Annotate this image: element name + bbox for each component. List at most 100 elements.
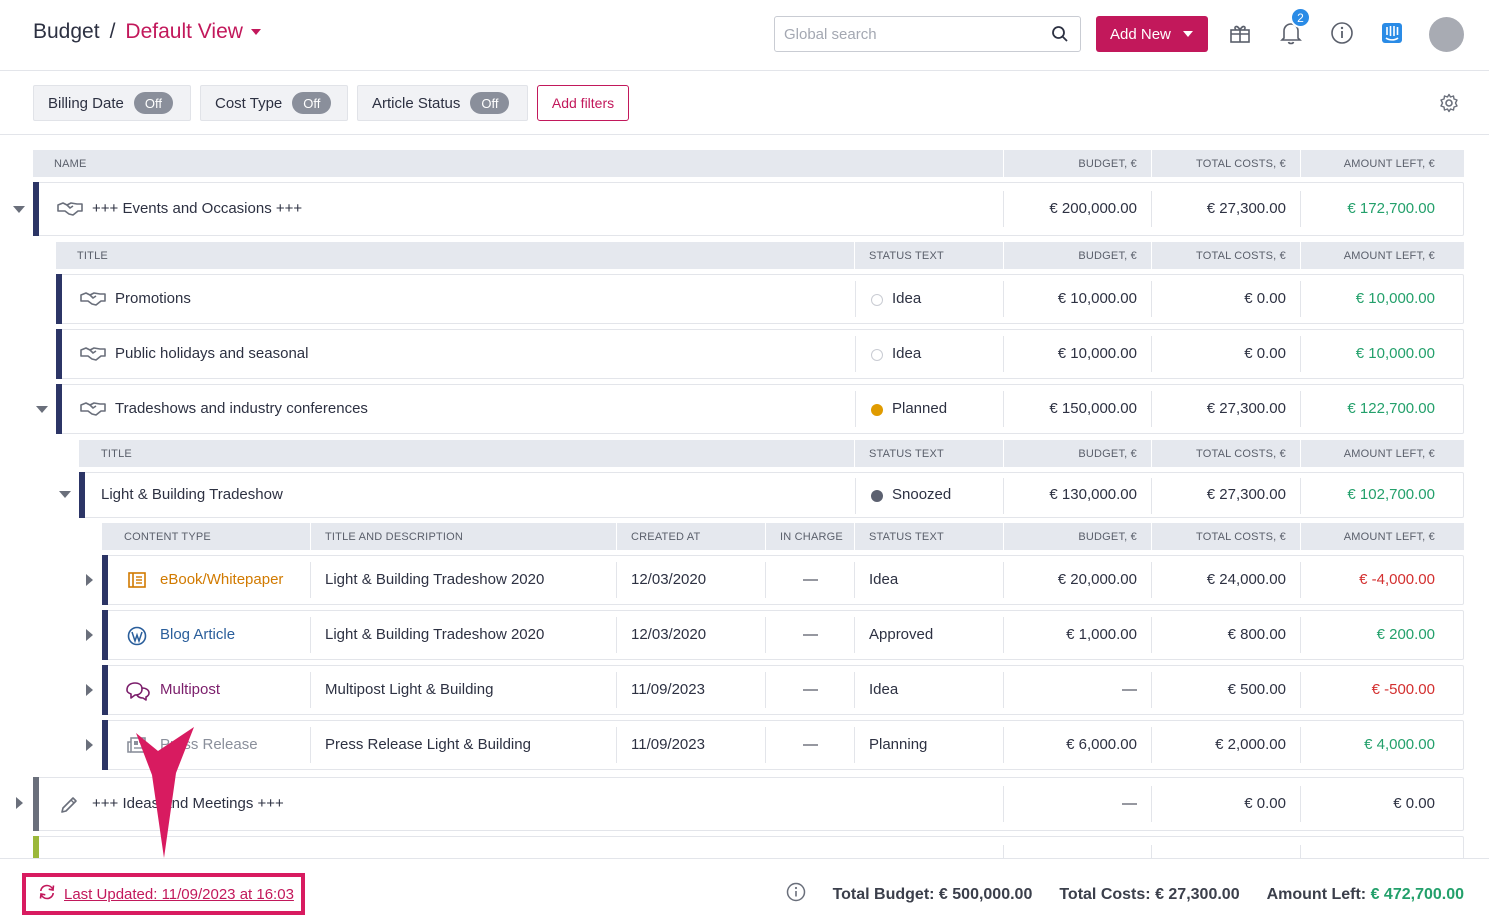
col-title-description[interactable]: TITLE AND DESCRIPTION: [325, 531, 464, 543]
col-amount-left[interactable]: AMOUNT LEFT, €: [1343, 250, 1435, 262]
status-dot: [871, 349, 883, 361]
search-icon[interactable]: [1051, 25, 1069, 48]
top-header: Budget / Default View Add New 2: [0, 0, 1489, 71]
col-name[interactable]: NAME: [54, 158, 87, 170]
last-updated-button[interactable]: Last Updated: 11/09/2023 at 16:03: [22, 873, 305, 915]
amount-left: Amount Left: € 472,700.00: [1267, 886, 1464, 904]
table-row-content[interactable]: eBook/Whitepaper Light & Building Trades…: [102, 555, 1464, 605]
col-amount-left[interactable]: AMOUNT LEFT, €: [1343, 531, 1435, 543]
content-title: Light & Building Tradeshow 2020: [325, 626, 545, 643]
in-charge: —: [803, 571, 818, 588]
collapse-toggle[interactable]: [13, 206, 25, 213]
col-total-costs[interactable]: TOTAL COSTS, €: [1195, 158, 1286, 170]
add-new-button[interactable]: Add New: [1096, 16, 1208, 52]
amount-left-value: € 102,700.00: [1347, 486, 1435, 503]
add-filters-button[interactable]: Add filters: [537, 85, 629, 121]
col-total-costs[interactable]: TOTAL COSTS, €: [1195, 531, 1286, 543]
table-row-subcampaign[interactable]: Light & Building Tradeshow Snoozed € 130…: [79, 472, 1464, 518]
campaign-title: Promotions: [115, 290, 191, 307]
amount-left-value: € 10,000.00: [1355, 290, 1435, 307]
expand-toggle[interactable]: [86, 684, 93, 696]
chat-bubbles-icon: [125, 681, 151, 705]
col-total-costs[interactable]: TOTAL COSTS, €: [1195, 250, 1286, 262]
table-row-campaign[interactable]: Tradeshows and industry conferences Plan…: [56, 384, 1464, 434]
table-row-campaign[interactable]: Promotions Idea € 10,000.00 € 0.00 € 10,…: [56, 274, 1464, 324]
col-amount-left[interactable]: AMOUNT LEFT, €: [1343, 158, 1435, 170]
gift-icon[interactable]: [1227, 20, 1253, 46]
col-budget[interactable]: BUDGET, €: [1078, 158, 1137, 170]
last-updated-text: Last Updated: 11/09/2023 at 16:03: [64, 885, 294, 903]
col-total-costs[interactable]: TOTAL COSTS, €: [1195, 448, 1286, 460]
col-budget[interactable]: BUDGET, €: [1078, 448, 1137, 460]
filter-bar: Billing Date Off Cost Type Off Article S…: [0, 71, 1489, 135]
search-input[interactable]: [775, 17, 1035, 51]
amount-left-value: € 4,000.00: [1364, 736, 1435, 753]
col-title[interactable]: TITLE: [101, 448, 132, 460]
col-status[interactable]: STATUS TEXT: [869, 531, 944, 543]
add-new-label: Add New: [1110, 25, 1171, 43]
table-row-content[interactable]: Press Release Press Release Light & Buil…: [102, 720, 1464, 770]
total-costs-value: € 0.00: [1244, 795, 1286, 812]
total-costs: Total Costs: € 27,300.00: [1059, 886, 1239, 904]
content-title: Press Release Light & Building: [325, 736, 531, 753]
status-text: Snoozed: [892, 486, 952, 503]
chevron-down-icon[interactable]: [250, 29, 261, 35]
filter-toggle[interactable]: Off: [133, 92, 173, 114]
breadcrumb-root[interactable]: Budget: [33, 20, 100, 43]
campaign-title: Tradeshows and industry conferences: [115, 400, 368, 417]
created-at: 11/09/2023: [631, 736, 705, 753]
col-budget[interactable]: BUDGET, €: [1078, 250, 1137, 262]
filter-chip-cost-type[interactable]: Cost Type Off: [200, 85, 348, 121]
content-type-link[interactable]: eBook/Whitepaper: [160, 571, 284, 588]
gear-icon[interactable]: [1439, 93, 1459, 118]
table-row-group[interactable]: [33, 836, 1464, 858]
info-icon[interactable]: [786, 882, 806, 907]
table-subheader: TITLE STATUS TEXT BUDGET, € TOTAL COSTS,…: [79, 440, 1464, 467]
budget-value: € 1,000.00: [1066, 626, 1137, 643]
filter-chip-article-status[interactable]: Article Status Off: [357, 85, 528, 121]
info-icon[interactable]: [1329, 20, 1355, 46]
table-row-group[interactable]: +++ Events and Occasions +++ € 200,000.0…: [33, 182, 1464, 236]
annotation-arrow-icon: [136, 727, 194, 858]
total-budget: Total Budget: € 500,000.00: [833, 886, 1033, 904]
total-costs-value: € 2,000.00: [1215, 736, 1286, 753]
content-type-link[interactable]: Blog Article: [160, 626, 236, 643]
ebook-icon: [127, 571, 147, 593]
col-status[interactable]: STATUS TEXT: [869, 250, 944, 262]
table-row-content[interactable]: Multipost Multipost Light & Building 11/…: [102, 665, 1464, 715]
total-costs-value: € 500.00: [1227, 681, 1286, 698]
collapse-toggle[interactable]: [59, 491, 71, 498]
view-selector[interactable]: Default View: [125, 20, 243, 43]
expand-toggle[interactable]: [86, 629, 93, 641]
col-title[interactable]: TITLE: [77, 250, 108, 262]
expand-toggle[interactable]: [86, 574, 93, 586]
content-type-link[interactable]: Multipost: [160, 681, 221, 698]
col-amount-left[interactable]: AMOUNT LEFT, €: [1343, 448, 1435, 460]
total-costs-value: € 0.00: [1244, 290, 1286, 307]
table-header: NAME BUDGET, € TOTAL COSTS, € AMOUNT LEF…: [33, 150, 1464, 177]
table-row-group[interactable]: +++ Ideas and Meetings +++ — € 0.00 € 0.…: [33, 777, 1464, 831]
handshake-icon: [57, 200, 83, 222]
amount-left-value: € 172,700.00: [1347, 200, 1435, 217]
col-created-at[interactable]: CREATED AT: [631, 531, 701, 543]
filter-toggle[interactable]: Off: [292, 92, 332, 114]
intercom-icon[interactable]: [1379, 20, 1405, 46]
amount-left-value: € 122,700.00: [1347, 400, 1435, 417]
status-text: Idea: [892, 290, 922, 307]
col-status[interactable]: STATUS TEXT: [869, 448, 944, 460]
table-row-campaign[interactable]: Public holidays and seasonal Idea € 10,0…: [56, 329, 1464, 379]
col-budget[interactable]: BUDGET, €: [1078, 531, 1137, 543]
expand-toggle[interactable]: [86, 739, 93, 751]
status-text: Planned: [892, 400, 948, 417]
table-row-content[interactable]: Blog Article Light & Building Tradeshow …: [102, 610, 1464, 660]
expand-toggle[interactable]: [16, 797, 23, 809]
col-in-charge[interactable]: IN CHARGE: [780, 531, 843, 543]
filter-toggle[interactable]: Off: [470, 92, 510, 114]
col-content-type[interactable]: CONTENT TYPE: [124, 531, 211, 543]
created-at: 12/03/2020: [631, 571, 707, 588]
collapse-toggle[interactable]: [36, 406, 48, 413]
filter-chip-billing-date[interactable]: Billing Date Off: [33, 85, 191, 121]
amount-left-value: € -500.00: [1371, 681, 1435, 698]
total-costs-value: € 27,300.00: [1206, 486, 1286, 503]
avatar[interactable]: [1429, 17, 1464, 52]
